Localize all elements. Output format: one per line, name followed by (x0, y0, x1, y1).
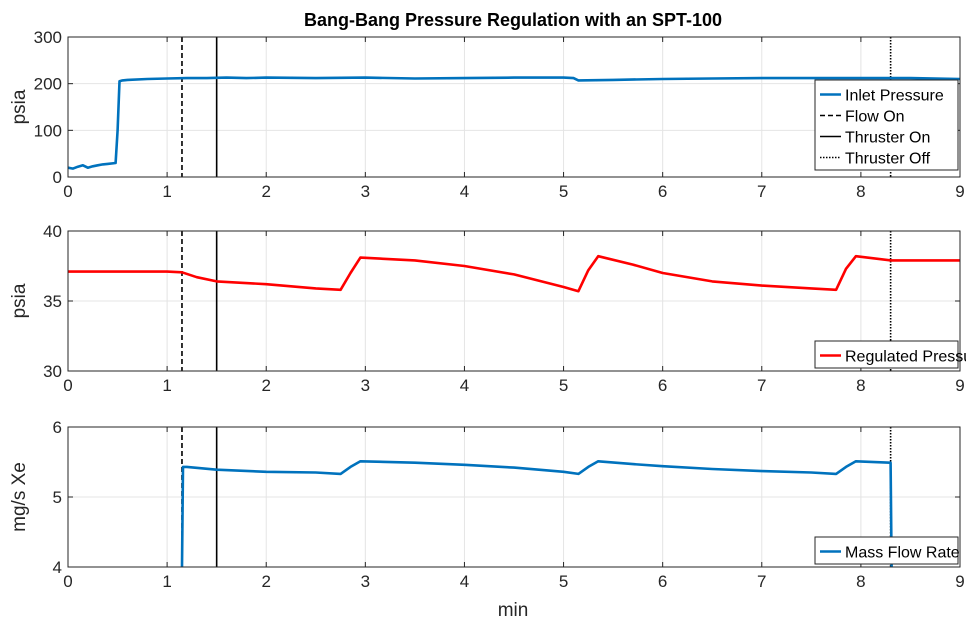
x-tick-label: 7 (757, 376, 766, 395)
x-tick-label: 8 (856, 182, 865, 201)
legend-label: Thruster Off (845, 151, 931, 168)
y-tick-label: 200 (34, 75, 62, 94)
y-tick-label: 0 (53, 168, 62, 187)
x-tick-label: 3 (361, 572, 370, 591)
y-tick-label: 300 (34, 28, 62, 47)
y-axis-label: psia (9, 283, 30, 318)
legend-label: Inlet Pressure (845, 88, 944, 105)
series-inlet-pressure (67, 76, 961, 170)
x-tick-label: 3 (361, 376, 370, 395)
y-tick-label: 100 (34, 121, 62, 140)
x-tick-label: 8 (856, 572, 865, 591)
legend-label: Mass Flow Rate (845, 545, 960, 562)
x-tick-label: 9 (955, 376, 964, 395)
legend: Regulated Pressure (814, 340, 966, 369)
x-tick-label: 5 (559, 572, 568, 591)
legend: Inlet Pressure Flow On Thruster On Thruster… (814, 79, 959, 171)
x-tick-label: 4 (460, 572, 469, 591)
x-tick-label: 1 (162, 572, 171, 591)
series-mass-flow-rate (180, 459, 893, 568)
legend: Mass Flow Rate (814, 536, 960, 565)
x-tick-label: 2 (261, 182, 270, 201)
y-tick-label: 30 (43, 362, 62, 381)
legend-label: Regulated Pressure (845, 349, 966, 366)
y-tick-label: 40 (43, 222, 62, 241)
y-tick-label: 35 (43, 292, 62, 311)
x-tick-label: 7 (757, 572, 766, 591)
y-tick-label: 5 (53, 488, 62, 507)
legend-label: Thruster On (845, 130, 930, 147)
x-tick-label: 8 (856, 376, 865, 395)
x-tick-label: 6 (658, 376, 667, 395)
legend-label: Flow On (845, 109, 905, 126)
y-axis-label: psia (9, 89, 30, 124)
x-tick-label: 9 (955, 182, 964, 201)
series-regulated-pressure (68, 254, 960, 293)
panel-2: 0 1 2 3 4 5 6 7 8 9 30 35 40 psia Regulated Pressure (9, 222, 966, 395)
panel-3: 0 1 2 3 4 5 6 7 8 9 4 5 6 mg/s Xe Mass Flow Rate (9, 418, 965, 591)
panel-1: 0 1 2 3 4 5 6 7 8 9 0 100 200 300 psia Inlet Pressure Fl… (9, 28, 965, 201)
axes-box (67, 36, 961, 178)
x-tick-label: 9 (955, 572, 964, 591)
chart-title: Bang-Bang Pressure Regulation with an SP… (304, 10, 722, 30)
x-tick-label: 0 (63, 182, 72, 201)
x-tick-label: 5 (559, 376, 568, 395)
x-tick-label: 4 (460, 376, 469, 395)
y-tick-label: 6 (53, 418, 62, 437)
x-tick-label: 4 (460, 182, 469, 201)
x-tick-label: 6 (658, 182, 667, 201)
x-tick-label: 6 (658, 572, 667, 591)
x-tick-label: 1 (162, 182, 171, 201)
x-tick-label: 2 (261, 572, 270, 591)
y-axis-label: mg/s Xe (9, 462, 30, 532)
x-tick-label: 0 (63, 376, 72, 395)
x-tick-label: 0 (63, 572, 72, 591)
x-tick-label: 5 (559, 182, 568, 201)
x-tick-label: 7 (757, 182, 766, 201)
x-tick-label: 3 (361, 182, 370, 201)
x-axis-label: min (498, 600, 529, 621)
x-tick-label: 1 (162, 376, 171, 395)
y-tick-label: 4 (53, 558, 62, 577)
x-tick-label: 2 (261, 376, 270, 395)
